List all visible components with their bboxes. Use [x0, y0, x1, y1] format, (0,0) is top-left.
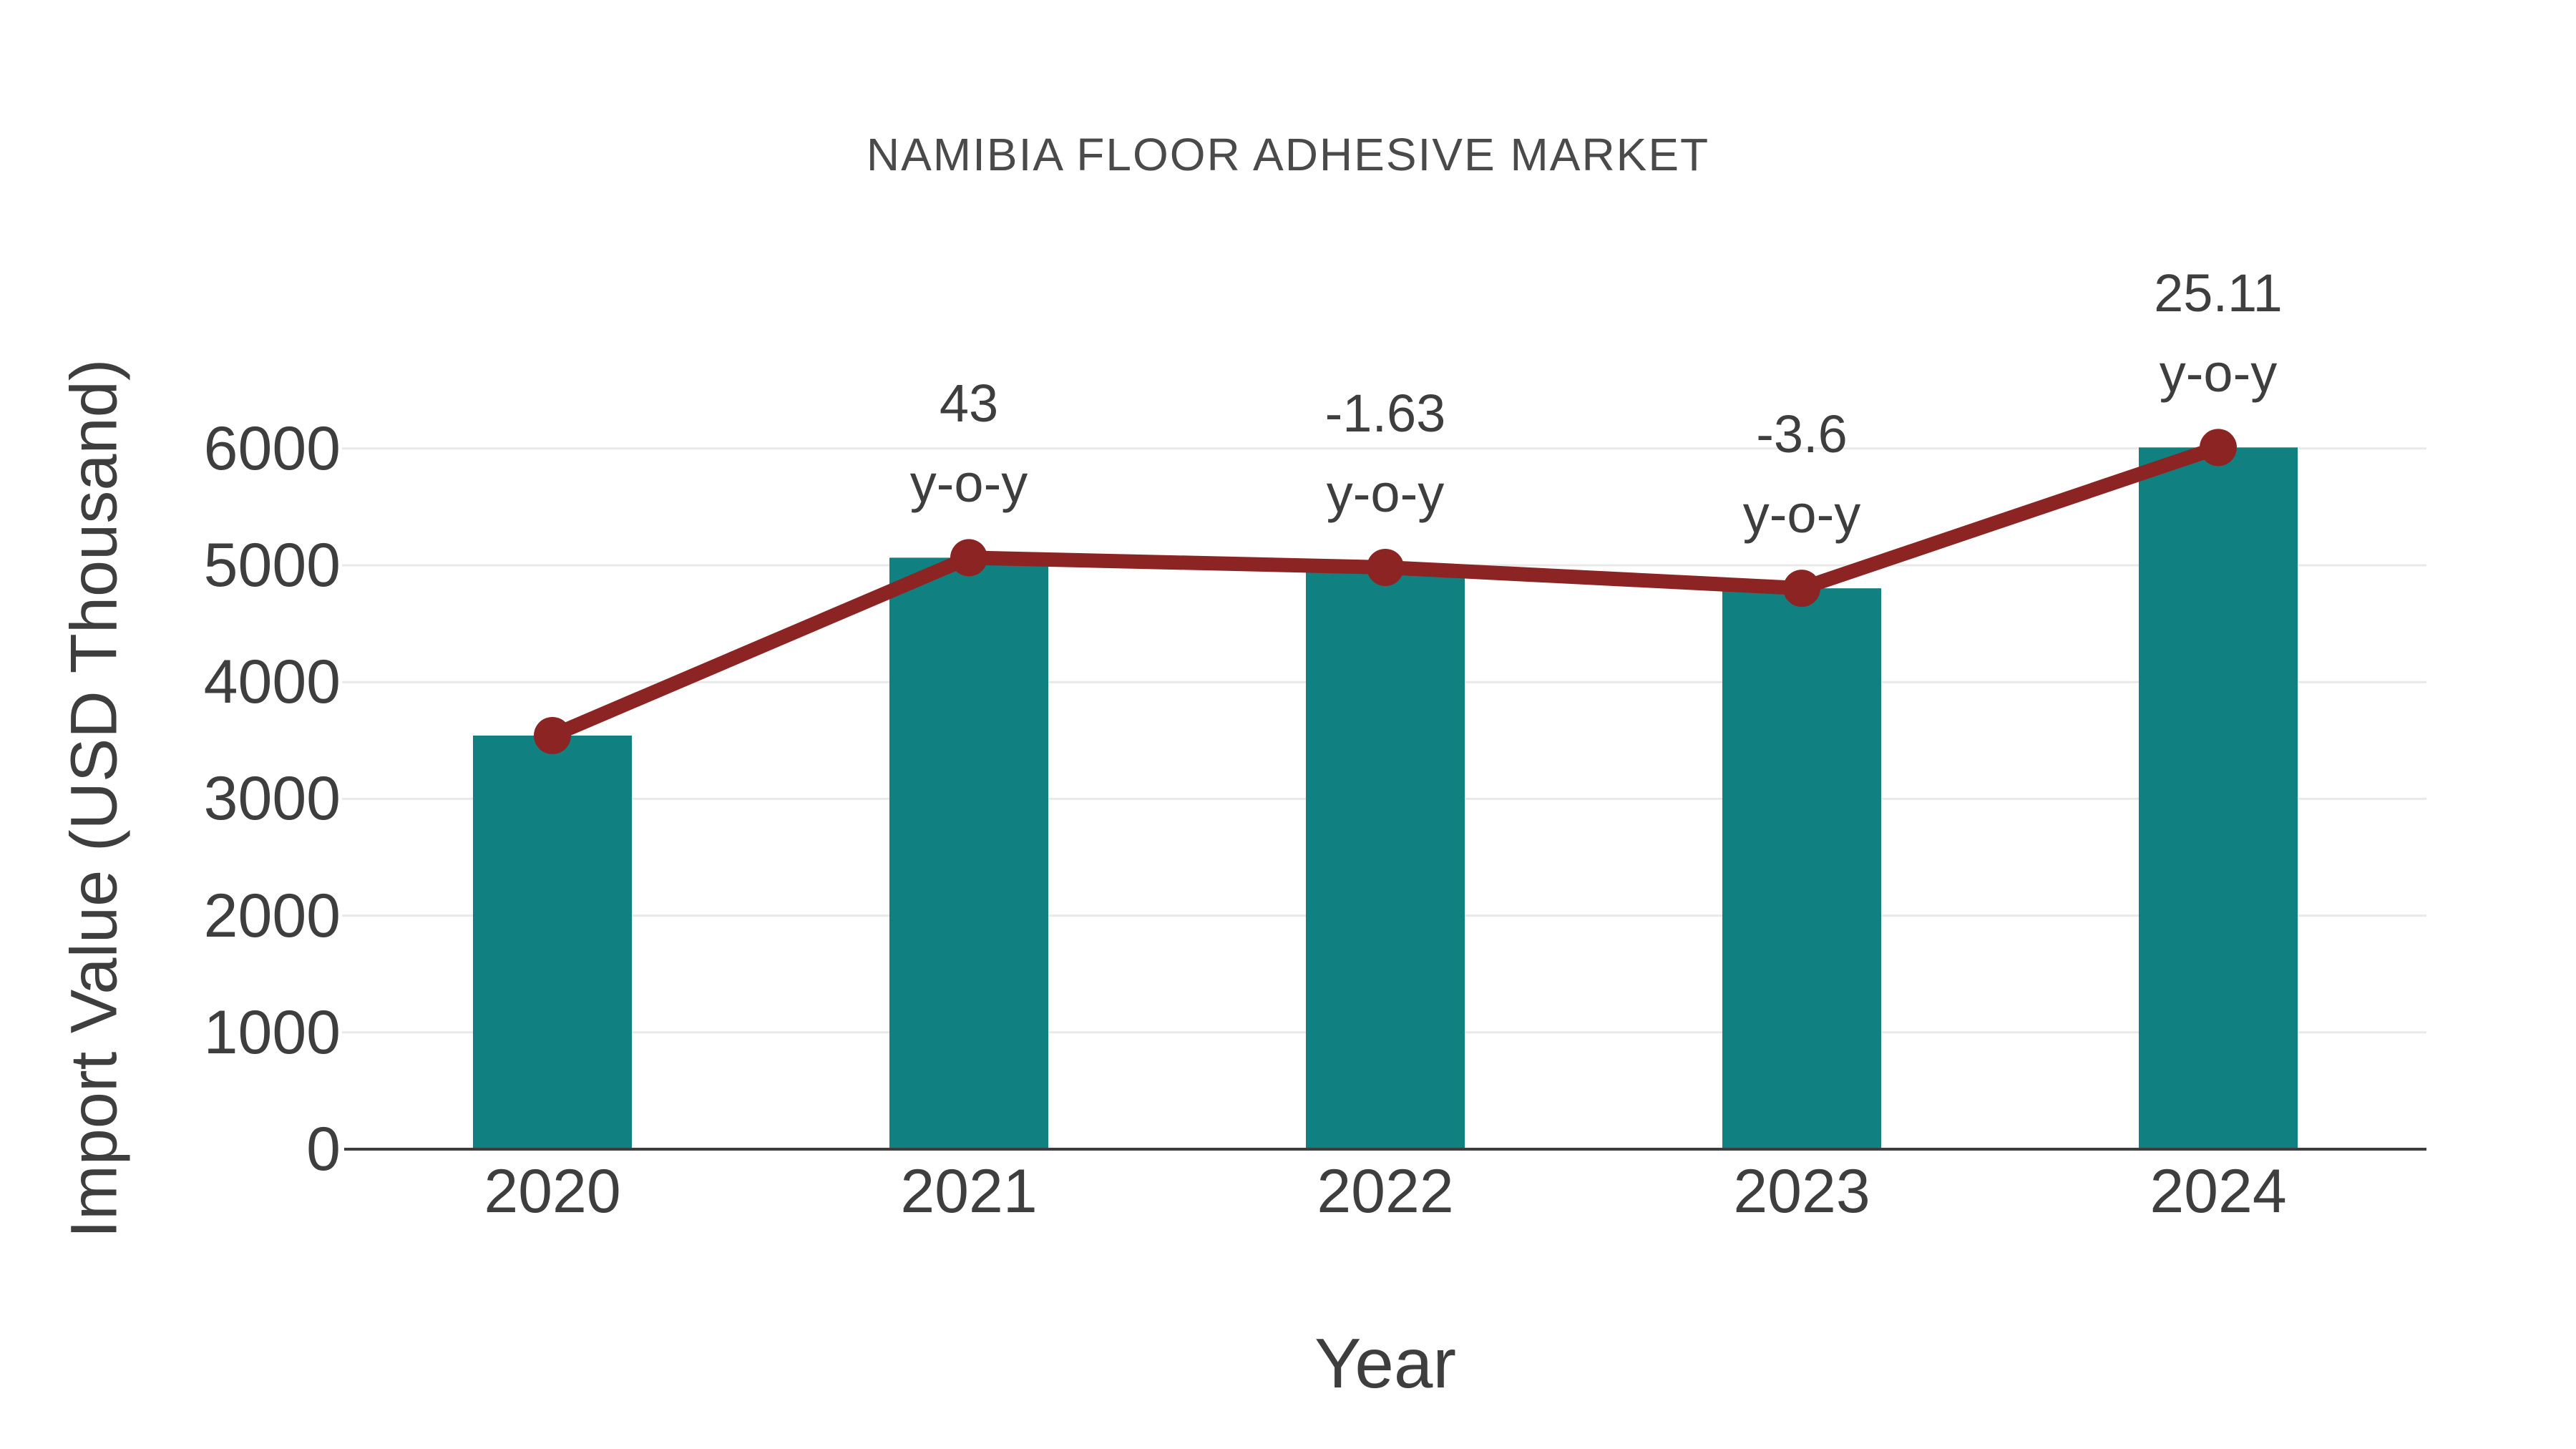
bar-2023: [1722, 588, 1881, 1149]
bar-2021: [889, 557, 1048, 1149]
y-axis-title: Import Value (USD Thousand): [57, 358, 131, 1239]
bar-2020: [473, 735, 632, 1149]
yoy-marker-2020: [534, 716, 571, 754]
x-axis-title: Year: [1314, 1324, 1457, 1402]
bar-2022: [1306, 567, 1465, 1149]
yoy-marker-2022: [1367, 548, 1404, 586]
bar-2024: [2139, 447, 2298, 1149]
yoy-marker-2024: [2200, 429, 2237, 467]
chart-title: NAMIBIA FLOOR ADHESIVE MARKET: [866, 129, 1710, 180]
yoy-marker-2021: [950, 539, 987, 577]
yoy-marker-2023: [1783, 570, 1820, 608]
